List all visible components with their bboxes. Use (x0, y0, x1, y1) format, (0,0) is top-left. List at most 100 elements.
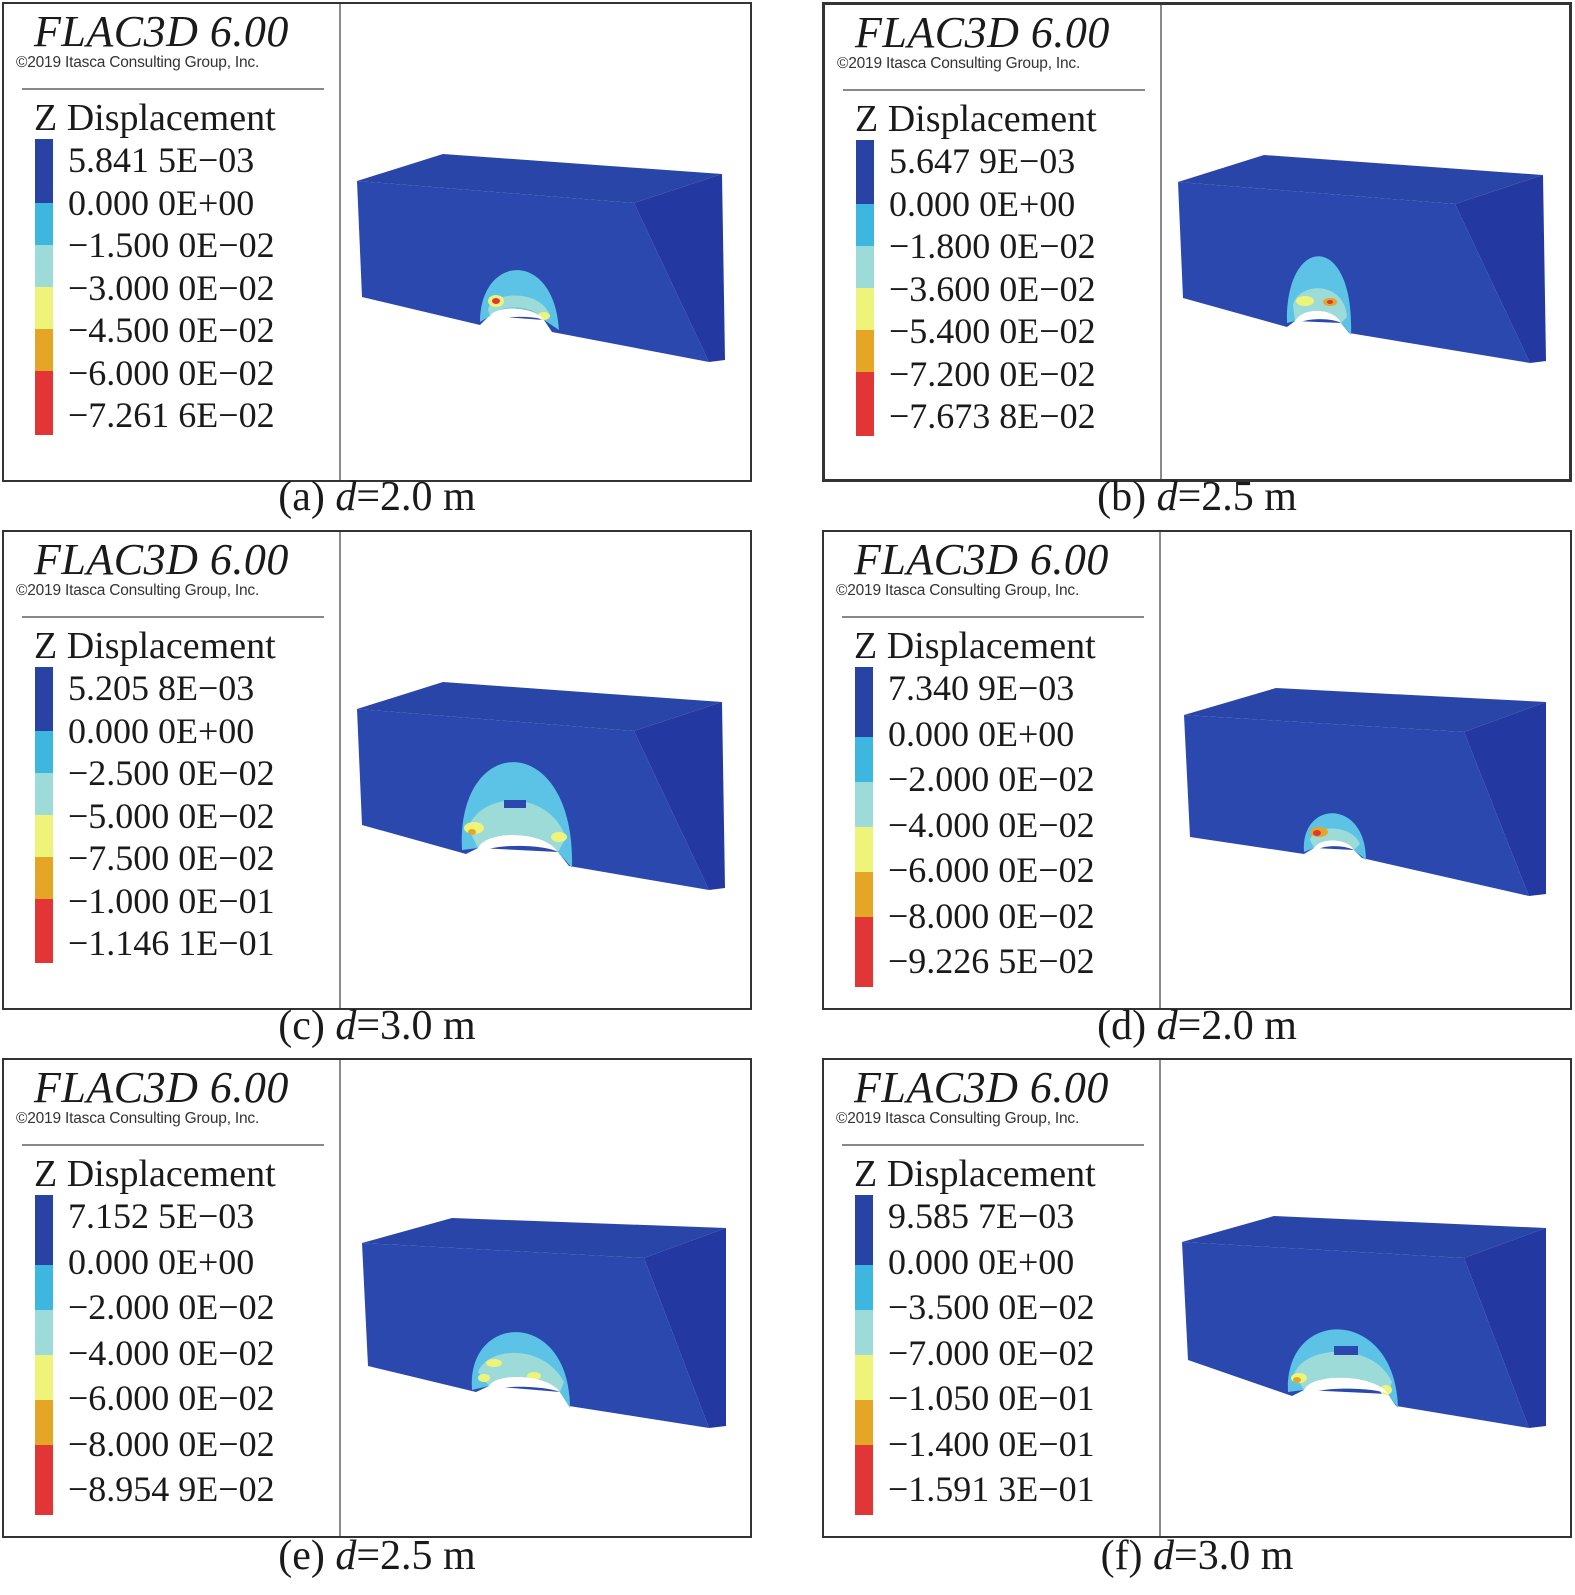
tunnel-opening (1295, 310, 1341, 325)
legend-value: −2.000 0E−02 (68, 1287, 275, 1327)
model-view (1184, 688, 1546, 896)
software-title: FLAC3D 6.00 (34, 535, 289, 584)
caption-value: =2.0 m (1177, 1003, 1297, 1049)
legend-swatch-1 (35, 1265, 53, 1310)
caption-variable: d (1153, 1533, 1175, 1579)
legend-colorbar (35, 1195, 53, 1515)
legend-value: 5.841 5E−03 (68, 140, 255, 180)
legend-title: Z Displacement (34, 625, 276, 667)
copyright-text: ©2019 Itasca Consulting Group, Inc. (837, 55, 1081, 72)
tunnel-opening (490, 308, 544, 322)
model-top-face (362, 1218, 726, 1258)
caption: (b) d=2.5 m (822, 473, 1572, 521)
caption-label: (b) (1097, 474, 1157, 520)
tunnel-opening (1304, 1377, 1388, 1396)
model-view (1178, 155, 1546, 363)
legend-values: 5.205 8E−03 0.000 0E+00 −2.500 0E−02 −5.… (68, 667, 338, 965)
panel-divider (339, 1060, 341, 1536)
displacement-hotspot (1380, 1385, 1392, 1395)
legend-swatch-0 (856, 140, 874, 204)
legend-value: −1.050 0E−01 (888, 1378, 1095, 1418)
caption: (c) d=3.0 m (2, 1002, 752, 1050)
legend-value: −3.500 0E−02 (888, 1287, 1095, 1327)
legend-value: −4.000 0E−02 (888, 804, 1095, 845)
tunnel-opening (489, 1376, 560, 1392)
legend-swatch-3 (35, 287, 53, 329)
legend-value: −8.000 0E−02 (68, 1423, 275, 1464)
legend-swatch-4 (35, 329, 53, 371)
model-right-face (1455, 175, 1546, 363)
panel-divider (339, 532, 341, 1008)
copyright-text: ©2019 Itasca Consulting Group, Inc. (16, 1110, 260, 1127)
software-title: FLAC3D 6.00 (34, 1063, 289, 1112)
caption-variable: d (1156, 1003, 1178, 1049)
legend-value: −7.200 0E−02 (889, 353, 1096, 394)
panel-d: FLAC3D 6.00 ©2019 Itasca Consulting Grou… (822, 530, 1572, 1010)
legend-swatch-3 (35, 815, 53, 857)
legend-value: 0.000 0E+00 (68, 710, 255, 751)
displacement-hotspot (1293, 1377, 1301, 1383)
model-top-face (1182, 1216, 1546, 1258)
caption-value: =2.0 m (356, 474, 476, 520)
legend-swatch-5 (855, 1445, 873, 1515)
model-front-face (362, 1243, 709, 1428)
panel-divider (1160, 5, 1162, 479)
panel-c: FLAC3D 6.00 ©2019 Itasca Consulting Grou… (2, 530, 752, 1010)
legend-swatch-3 (855, 1355, 873, 1400)
legend-colorbar (35, 667, 53, 963)
legend-value: −1.000 0E−01 (68, 880, 275, 921)
displacement-hotspot (478, 1374, 490, 1382)
legend-value: −5.000 0E−02 (68, 795, 275, 836)
legend-swatch-1 (855, 737, 873, 782)
legend-value: −7.673 8E−02 (889, 396, 1096, 436)
panel-divider (339, 4, 341, 480)
displacement-hotspot (492, 298, 500, 304)
panel-divider (1159, 1060, 1161, 1536)
legend-values: 5.841 5E−03 0.000 0E+00 −1.500 0E−02 −3.… (68, 139, 338, 437)
model-top-face (1178, 155, 1543, 204)
legend-swatch-0 (855, 1195, 873, 1265)
tunnel-opening (1314, 840, 1354, 852)
legend-title: Z Displacement (855, 98, 1097, 140)
legend-swatch-2 (856, 246, 874, 288)
header-rule (22, 88, 324, 90)
legend-value: −1.800 0E−02 (889, 226, 1096, 266)
caption-label: (c) (278, 1003, 336, 1049)
caption-variable: d (335, 1533, 357, 1579)
legend-swatch-4 (856, 330, 874, 372)
legend-colorbar (35, 139, 53, 435)
caption-label: (e) (278, 1533, 336, 1579)
model-right-face (1464, 1228, 1546, 1428)
caption-value: =3.0 m (1174, 1533, 1294, 1579)
caption-variable: d (335, 1003, 357, 1049)
legend-value: −6.000 0E−02 (68, 1378, 275, 1418)
caption-value: =3.0 m (356, 1003, 476, 1049)
legend-value: 7.340 9E−03 (888, 668, 1075, 708)
legend-value: −2.000 0E−02 (888, 759, 1095, 799)
legend-value: −7.000 0E−02 (888, 1332, 1095, 1373)
legend-values: 5.647 9E−03 0.000 0E+00 −1.800 0E−02 −3.… (889, 140, 1159, 438)
caption-value: =2.5 m (356, 1533, 476, 1579)
legend-value: −9.226 5E−02 (888, 941, 1095, 981)
header-rule (22, 1144, 324, 1146)
legend-swatch-3 (855, 827, 873, 872)
panel-e: FLAC3D 6.00 ©2019 Itasca Consulting Grou… (2, 1058, 752, 1538)
copyright-text: ©2019 Itasca Consulting Group, Inc. (16, 54, 260, 71)
legend-value: −3.000 0E−02 (68, 267, 275, 308)
panel-b: FLAC3D 6.00 ©2019 Itasca Consulting Grou… (822, 2, 1572, 482)
legend-value: 0.000 0E+00 (889, 183, 1076, 224)
legend-swatch-5 (35, 1445, 53, 1515)
legend-value: −1.146 1E−01 (68, 923, 275, 963)
legend-swatch-2 (35, 773, 53, 815)
copyright-text: ©2019 Itasca Consulting Group, Inc. (836, 1110, 1080, 1127)
legend-colorbar (855, 1195, 873, 1515)
caption-variable: d (1156, 474, 1178, 520)
tunnel-dark-patch (1334, 1346, 1358, 1355)
displacement-hotspot (468, 829, 476, 835)
legend-title: Z Displacement (854, 1153, 1096, 1195)
legend-value: −6.000 0E−02 (68, 352, 275, 393)
legend-swatch-2 (855, 782, 873, 827)
legend-swatch-3 (856, 288, 874, 330)
header-rule (22, 616, 324, 618)
legend-swatch-4 (35, 1400, 53, 1445)
